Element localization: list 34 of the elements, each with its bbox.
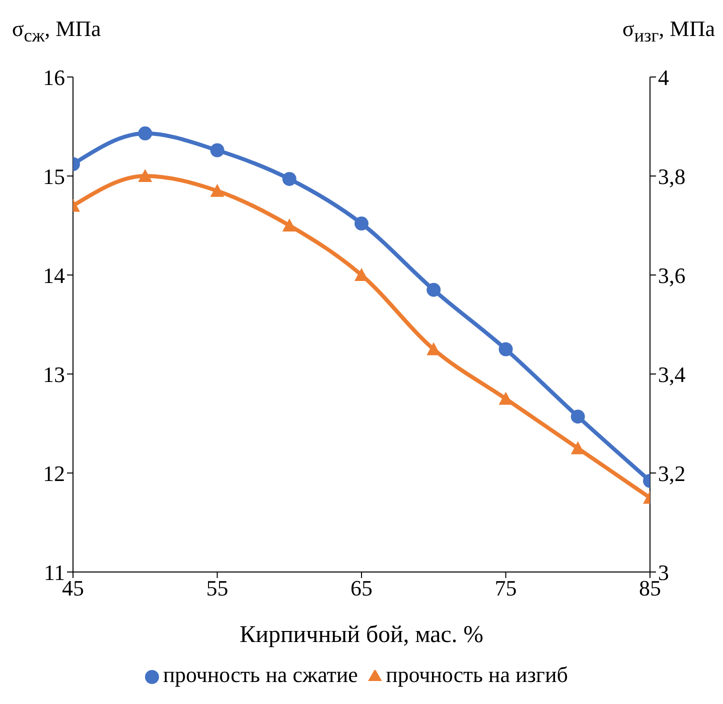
y-tick-label: 11 xyxy=(44,560,65,585)
point xyxy=(570,410,585,424)
y2-tick-label: 3,6 xyxy=(658,262,686,288)
point xyxy=(210,184,224,197)
x-tick-label: 55 xyxy=(206,576,228,601)
point xyxy=(210,143,224,158)
point xyxy=(426,282,441,297)
y2-axis-title: σ$_{изг}$, МПа xyxy=(622,16,715,46)
y-tick-label: 12 xyxy=(43,460,65,486)
legend-label: прочность на изгиб xyxy=(386,662,568,687)
y2-tick-label: 3,8 xyxy=(658,164,686,189)
y-tick-label: 13 xyxy=(43,362,65,387)
point xyxy=(282,218,296,232)
y-tick-label: 15 xyxy=(43,164,65,189)
y2-tick-label: 4 xyxy=(658,64,669,90)
point xyxy=(138,126,152,140)
point xyxy=(354,268,368,281)
y-axis-title: σ$_{сж}$, МПа xyxy=(12,16,101,46)
legend-label: прочность на сжатие xyxy=(163,662,358,687)
y2-tick-label: 3,4 xyxy=(658,362,686,387)
point xyxy=(498,342,513,356)
x-tick-label: 45 xyxy=(62,576,84,601)
x-tick-label: 75 xyxy=(494,576,517,601)
y-tick-label: 16 xyxy=(43,64,65,90)
x-axis-title: Кирпичный бой, мас. % xyxy=(240,622,484,648)
point xyxy=(498,392,513,405)
point xyxy=(282,172,296,186)
y2-tick-label: 3 xyxy=(658,560,669,585)
point xyxy=(570,441,585,454)
y-tick-label: 14 xyxy=(43,262,65,288)
y2-tick-label: 3,2 xyxy=(658,460,686,486)
point xyxy=(138,169,152,182)
x-tick-label: 65 xyxy=(350,576,372,601)
point xyxy=(354,216,368,231)
